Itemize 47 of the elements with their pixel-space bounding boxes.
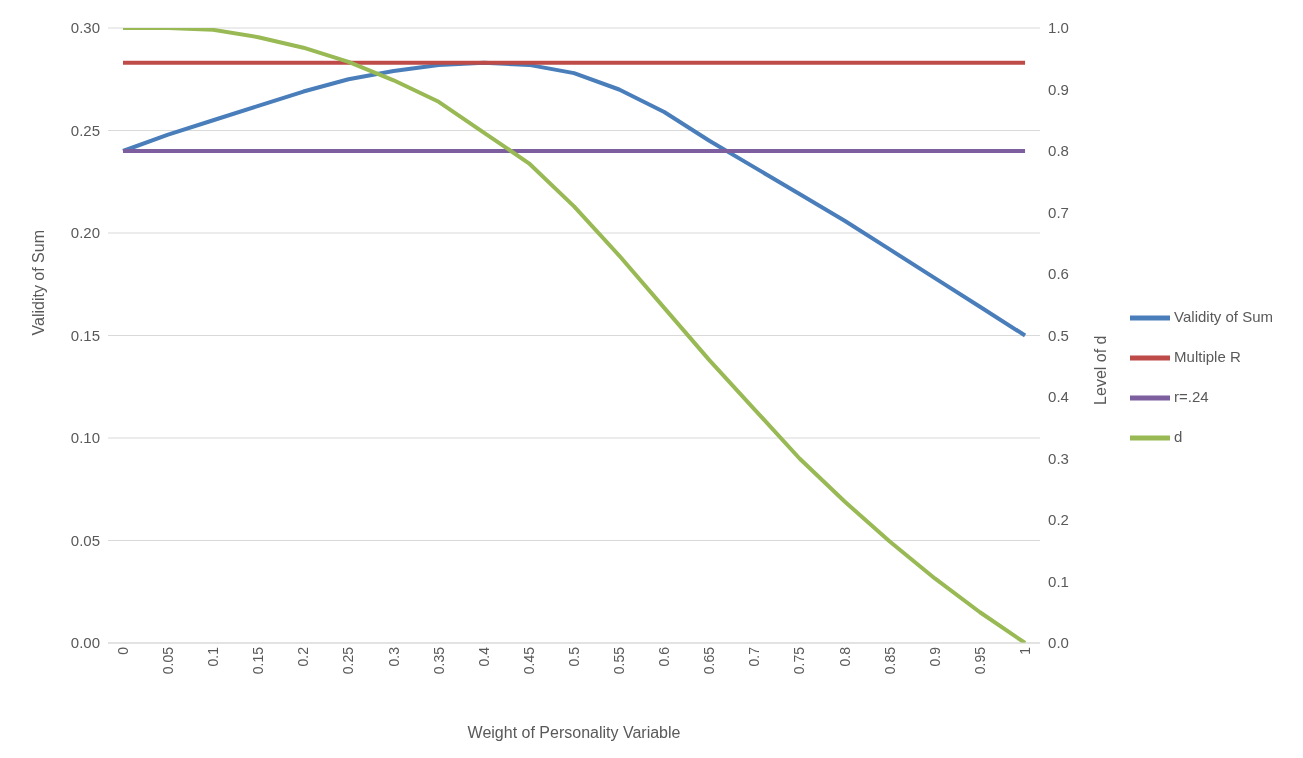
y2-axis-title: Level of d <box>1091 335 1109 405</box>
x-tick-label: 0.9 <box>926 646 943 667</box>
y2-tick-label: 0.8 <box>1048 142 1069 160</box>
x-tick-label: 0.45 <box>520 646 537 675</box>
legend-label: d <box>1174 427 1183 445</box>
x-tick-label: 0.85 <box>881 646 898 675</box>
x-tick-label: 0 <box>114 646 131 655</box>
x-tick-label: 0.4 <box>475 646 492 667</box>
x-tick-label: 0.3 <box>385 646 402 667</box>
x-tick-label: 0.6 <box>656 646 673 667</box>
x-tick-label: 0.95 <box>971 646 988 675</box>
y-tick-label: 0.00 <box>70 634 100 652</box>
x-tick-label: 0.2 <box>295 646 312 667</box>
y-tick-label: 0.25 <box>70 121 100 139</box>
y2-tick-label: 0.4 <box>1048 388 1069 406</box>
y-axis-title: Validity of Sum <box>29 229 47 336</box>
x-tick-label: 0.8 <box>836 646 853 667</box>
y2-tick-label: 0.2 <box>1048 511 1069 529</box>
x-tick-label: 0.7 <box>746 646 763 667</box>
y2-tick-label: 0.0 <box>1048 634 1069 652</box>
x-tick-label: 0.1 <box>205 646 222 667</box>
y-tick-label: 0.05 <box>70 531 100 549</box>
x-tick-label: 0.5 <box>565 646 582 667</box>
line-series <box>121 28 1028 643</box>
y2-tick-label: 0.5 <box>1048 326 1069 344</box>
x-tick-label: 0.65 <box>701 646 718 675</box>
y-tick-label: 0.15 <box>70 326 100 344</box>
y2-tick-label: 0.1 <box>1048 572 1069 590</box>
x-tick-label: 1 <box>1017 646 1033 655</box>
legend-label: Multiple R <box>1174 347 1241 365</box>
y2-tick-label: 0.7 <box>1048 203 1069 221</box>
x-tick-label: 0.55 <box>611 646 628 675</box>
x-tick-label: 0.25 <box>340 646 357 675</box>
y-tick-label: 0.20 <box>70 224 100 242</box>
y2-tick-label: 0.6 <box>1048 265 1069 283</box>
x-tick-label: 0.15 <box>250 646 267 675</box>
y2-tick-label: 1.0 <box>1048 19 1069 37</box>
y2-tick-label: 0.9 <box>1048 80 1069 98</box>
y-tick-label: 0.10 <box>70 429 100 447</box>
legend-label: r=.24 <box>1174 387 1209 405</box>
y-tick-label: 0.30 <box>70 19 100 37</box>
x-axis-title: Weight of Personality Variable <box>467 724 681 741</box>
x-tick-label: 0.35 <box>430 646 447 675</box>
legend-label: Validity of Sum <box>1174 307 1273 325</box>
y2-tick-label: 0.3 <box>1048 449 1069 467</box>
x-tick-label: 0.75 <box>791 646 808 675</box>
x-tick-label: 0.05 <box>160 646 177 675</box>
